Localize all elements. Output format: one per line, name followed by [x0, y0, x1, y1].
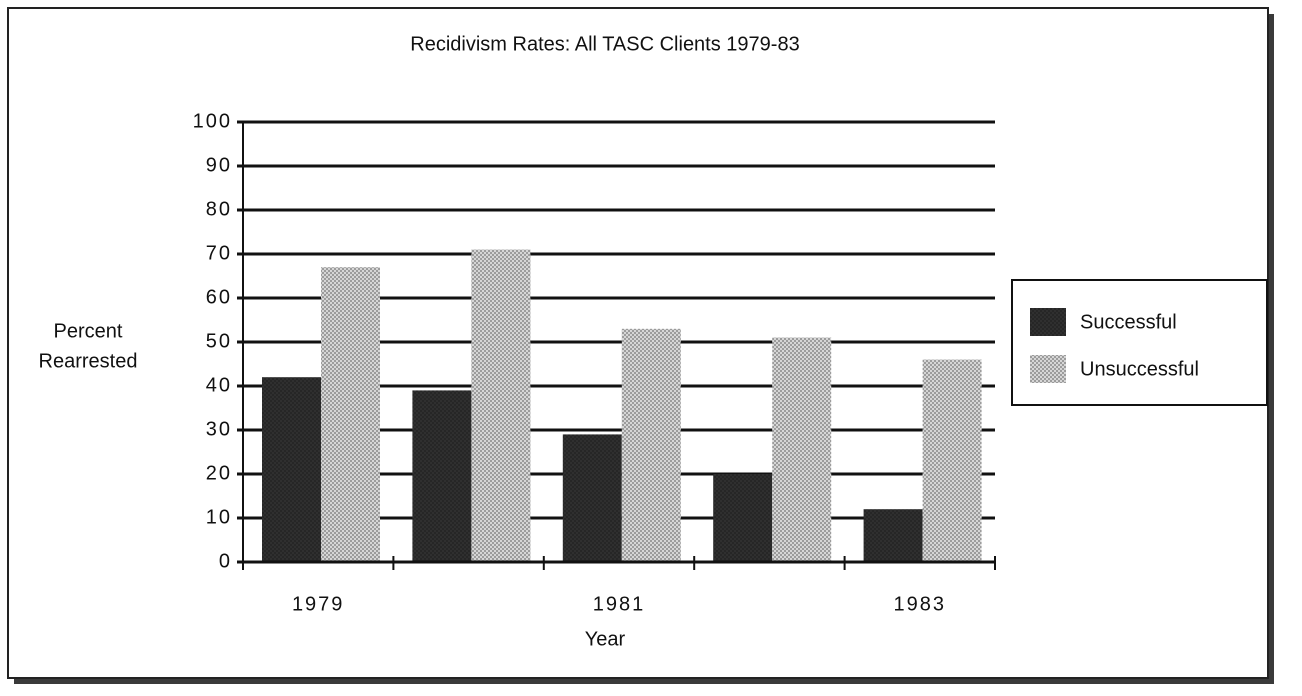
bar: [562, 434, 622, 562]
x-tick-label: 1981: [593, 593, 646, 615]
y-tick-label: 20: [206, 462, 232, 484]
y-tick-label: 100: [193, 110, 232, 132]
y-axis-label: Percent: [54, 320, 123, 342]
y-tick-label: 90: [206, 154, 232, 176]
bar: [262, 377, 321, 562]
bar: [922, 359, 982, 562]
y-axis-label: Rearrested: [39, 350, 138, 372]
x-axis-label: Year: [585, 628, 626, 650]
y-tick-label: 80: [206, 198, 232, 220]
bar: [772, 337, 832, 562]
legend-swatch: [1030, 355, 1066, 383]
chart-title: Recidivism Rates: All TASC Clients 1979-…: [410, 33, 799, 55]
legend-label: Unsuccessful: [1080, 358, 1199, 380]
y-tick-label: 40: [206, 374, 232, 396]
bar: [713, 474, 773, 562]
y-tick-label: 10: [206, 506, 232, 528]
legend-label: Successful: [1080, 311, 1177, 333]
legend-swatch: [1030, 308, 1066, 336]
y-tick-label: 0: [219, 550, 232, 572]
y-tick-label: 60: [206, 286, 232, 308]
bar: [321, 267, 380, 562]
bar: [621, 328, 681, 562]
bar: [412, 390, 472, 562]
x-tick-label: 1983: [894, 593, 947, 615]
bar: [863, 509, 923, 562]
y-tick-label: 30: [206, 418, 232, 440]
bar: [471, 249, 531, 562]
y-tick-label: 50: [206, 330, 232, 352]
legend-box: [1011, 279, 1268, 406]
y-tick-label: 70: [206, 242, 232, 264]
x-tick-label: 1979: [292, 593, 345, 615]
